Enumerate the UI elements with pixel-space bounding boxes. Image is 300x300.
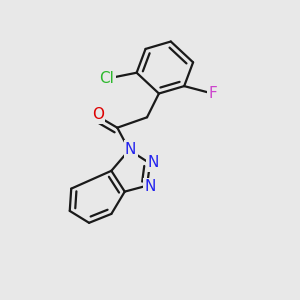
Text: N: N	[144, 179, 156, 194]
Text: Cl: Cl	[100, 71, 114, 86]
Text: N: N	[147, 155, 159, 170]
Text: N: N	[125, 142, 136, 157]
Text: O: O	[92, 107, 104, 122]
Text: F: F	[208, 86, 217, 101]
